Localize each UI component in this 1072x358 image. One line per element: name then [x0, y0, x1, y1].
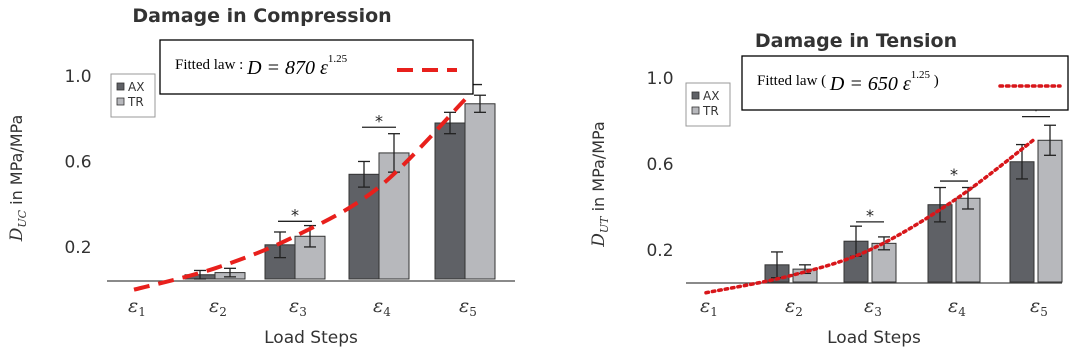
y-tick-label: 0.2 [64, 238, 91, 258]
y-axis-label: DUC in MPa/MPa [7, 115, 29, 243]
x-tick-sub: 2 [795, 305, 803, 319]
y-axis-label-var: D [7, 227, 27, 242]
x-tick-base: ε [1030, 295, 1040, 317]
y-axis-label-unit: in MPa/MPa [7, 115, 26, 210]
x-tick-base: ε [459, 295, 469, 317]
chart-title: Damage in Compression [132, 5, 391, 27]
bar-tr-5 [464, 103, 496, 280]
fitted-law-curve [704, 136, 1038, 295]
fitted-law-box: Fitted law ( D = 650 ε1.25 ) [741, 55, 1069, 111]
y-tick-label: 1.0 [646, 69, 673, 89]
x-tick-label: ε5 [459, 295, 477, 319]
chart-panel-tension: Damage in Tension 0.2 0.6 1.0 DUT in MPa/MPa… [589, 30, 1069, 348]
x-tick-sub: 5 [1040, 305, 1048, 319]
bar-tr-4 [955, 197, 981, 283]
y-tick-label: 0.2 [646, 241, 673, 261]
fitted-law-close: ) [930, 73, 939, 89]
x-tick-label: ε5 [1030, 295, 1048, 319]
x-tick-sub: 1 [710, 305, 718, 319]
x-tick-sub: 4 [958, 305, 966, 319]
significance-star: * [866, 206, 874, 225]
fitted-law-equation: D = 650 ε [829, 73, 911, 95]
x-tick-sub: 3 [874, 305, 882, 319]
x-axis-label: Load Steps [264, 328, 358, 348]
significance-star: * [375, 111, 383, 130]
legend-swatch-ax [691, 91, 700, 100]
x-tick-sub: 3 [299, 305, 307, 319]
x-tick-sub: 4 [383, 305, 391, 319]
x-tick-base: ε [209, 295, 219, 317]
x-tick-base: ε [700, 295, 710, 317]
x-tick-base: ε [373, 295, 383, 317]
error-bar-ax-2 [194, 269, 206, 280]
y-tick-label: 0.6 [64, 152, 91, 172]
x-tick-label: ε2 [209, 295, 227, 319]
fitted-law-box: Fitted law : D = 870 ε1.25 [159, 39, 474, 95]
fitted-law-exponent: 1.25 [911, 69, 931, 81]
bar-ax-5 [434, 122, 466, 280]
significance-marker-1: * [278, 205, 312, 224]
legend-swatch-tr [116, 97, 125, 106]
x-tick-sub: 5 [469, 305, 477, 319]
error-bar-tr-2 [224, 267, 236, 278]
x-axis-label: Load Steps [827, 328, 921, 348]
fitted-law-text: Fitted law : [175, 57, 247, 73]
legend-swatch-tr [691, 106, 700, 115]
x-tick-label: ε3 [864, 295, 882, 319]
chart-title: Damage in Tension [755, 30, 957, 52]
fitted-law-frame [741, 55, 1069, 111]
error-bar-ax-4 [934, 186, 946, 223]
significance-marker-1: * [856, 206, 884, 225]
fitted-law-equation: D = 870 ε [246, 57, 328, 79]
legend-swatch-ax [116, 82, 125, 91]
fitted-law-frame [159, 39, 474, 95]
fitted-law-label: Fitted law : D = 870 ε1.25 [175, 53, 348, 79]
x-tick-base: ε [864, 295, 874, 317]
bar-tr-5 [1037, 139, 1063, 283]
error-bar-ax-4 [358, 160, 370, 188]
x-tick-label: ε3 [289, 295, 307, 319]
x-tick-label: ε4 [948, 295, 966, 319]
y-tick-label: 0.6 [646, 155, 673, 175]
legend-label-ax: AX [128, 80, 144, 94]
y-tick-label: 1.0 [64, 67, 91, 87]
x-tick-label: ε1 [700, 295, 718, 319]
fitted-law-curve [133, 98, 467, 292]
x-tick-sub: 2 [219, 305, 227, 319]
x-tick-base: ε [289, 295, 299, 317]
bar-ax-5 [1009, 161, 1035, 283]
fitted-law-label: Fitted law ( D = 650 ε1.25 ) [757, 69, 939, 95]
y-axis-label: DUT in MPa/MPa [589, 121, 611, 247]
legend-box [110, 73, 156, 118]
x-tick-base: ε [948, 295, 958, 317]
legend-label-tr: TR [127, 95, 144, 109]
y-axis-label-unit: in MPa/MPa [589, 121, 608, 216]
y-axis-label-var: D [589, 233, 609, 248]
error-bar-tr-5 [474, 94, 486, 113]
legend-label-ax: AX [703, 89, 719, 103]
significance-star: * [950, 165, 958, 184]
significance-star: * [291, 205, 299, 224]
legend-box [685, 82, 731, 127]
x-tick-label: ε4 [373, 295, 391, 319]
error-bar-tr-5 [1044, 124, 1056, 156]
fitted-law-exponent: 1.25 [328, 53, 348, 65]
error-bar-ax-5 [444, 111, 456, 135]
significance-marker-2: * [940, 165, 968, 184]
y-axis-label-sub: UT [598, 215, 611, 233]
legend-label-tr: TR [702, 104, 719, 118]
x-tick-label: ε2 [785, 295, 803, 319]
x-tick-base: ε [785, 295, 795, 317]
x-tick-label: ε1 [128, 295, 146, 319]
y-axis-label-sub: UC [16, 209, 29, 227]
fitted-law-text: Fitted law ( [757, 73, 830, 89]
significance-marker-2: * [362, 111, 396, 130]
x-tick-sub: 1 [138, 305, 146, 319]
x-tick-base: ε [128, 295, 138, 317]
chart-panel-compression: Damage in Compression 0.2 0.6 1.0 DUC in MPa… [7, 5, 515, 348]
